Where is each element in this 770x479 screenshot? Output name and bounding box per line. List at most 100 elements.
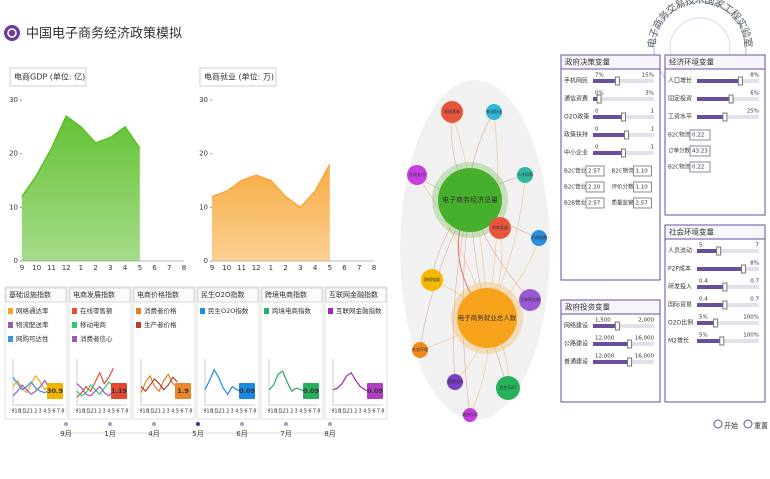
slider-track[interactable] (697, 303, 759, 307)
timeline-dot[interactable] (328, 422, 332, 426)
network-center-node[interactable] (457, 288, 517, 348)
network-node[interactable] (447, 374, 463, 390)
x-tick-label: 6 (342, 264, 347, 272)
button-label[interactable]: 开始 (724, 421, 738, 430)
input-label: 订单分数 (668, 147, 691, 155)
value-badge-label: 1.9 (177, 387, 189, 395)
slider-track[interactable] (697, 115, 759, 119)
slider-knob[interactable] (722, 112, 728, 122)
network-node[interactable] (489, 217, 511, 239)
mini-x-label: 9 (331, 409, 334, 415)
network-center-node[interactable] (438, 168, 502, 232)
button-icon[interactable] (743, 419, 753, 429)
button-icon[interactable] (713, 419, 723, 429)
slider-value: 1 (651, 145, 655, 151)
mini-x-label: 6 (180, 409, 183, 415)
input-box[interactable] (585, 165, 605, 177)
slider-knob[interactable] (716, 246, 722, 256)
value-badge (367, 383, 383, 399)
input-label: B2C物流 (612, 167, 635, 175)
x-tick-label: 2 (93, 264, 97, 272)
input-box[interactable] (689, 161, 711, 173)
timeline-dot[interactable] (64, 422, 68, 426)
slider-value: 12,000 (595, 354, 615, 360)
input-box[interactable] (633, 165, 652, 177)
network-node[interactable] (496, 376, 520, 400)
timeline-label[interactable]: 8月 (324, 430, 335, 438)
slider-knob[interactable] (728, 94, 734, 104)
mini-x-label: 3 (359, 409, 362, 415)
slider-track[interactable] (697, 321, 759, 325)
input-box[interactable] (585, 197, 605, 209)
x-tick-label: 10 (32, 264, 41, 272)
legend-label: 跨境电商指数 (272, 306, 312, 315)
input-box[interactable] (633, 197, 652, 209)
slider-knob[interactable] (621, 112, 626, 122)
timeline-dot[interactable] (108, 422, 112, 426)
network-node[interactable] (407, 165, 427, 185)
slider-track[interactable] (593, 79, 654, 83)
slider-knob[interactable] (722, 300, 728, 310)
network-node-label: 政府投资 (462, 411, 478, 417)
timeline-dot[interactable] (284, 422, 288, 426)
slider-knob[interactable] (719, 336, 725, 346)
mini-x-label: 6 (372, 409, 375, 415)
timeline-label[interactable]: 1月 (104, 430, 115, 438)
slider-knob[interactable] (621, 148, 626, 158)
x-tick-label: 12 (62, 264, 71, 272)
slider-track[interactable] (697, 339, 759, 343)
slider-track[interactable] (593, 97, 654, 101)
control-panel (664, 224, 766, 403)
network-node[interactable] (441, 101, 463, 123)
slider-knob[interactable] (737, 76, 743, 86)
slider-knob[interactable] (722, 282, 728, 292)
network-node[interactable] (531, 230, 547, 246)
input-box[interactable] (689, 129, 711, 141)
slider-knob[interactable] (713, 318, 719, 328)
timeline-label[interactable]: 7月 (280, 430, 291, 438)
input-box[interactable] (585, 181, 605, 193)
slider-value: 8% (750, 73, 759, 79)
x-tick-label: 11 (237, 264, 246, 272)
page-title: 中国电子商务经济政策模拟 (26, 26, 182, 42)
network-node[interactable] (412, 342, 428, 358)
legend-label: 移动电商 (80, 320, 107, 329)
timeline-label[interactable]: 9月 (60, 430, 71, 438)
slider-knob[interactable] (741, 264, 746, 274)
legend-swatch (264, 308, 269, 314)
mini-x-label: 7 (249, 409, 252, 415)
timeline-dot[interactable] (240, 422, 244, 426)
input-box[interactable] (689, 145, 711, 157)
timeline-dot[interactable] (196, 422, 200, 426)
mini-x-label: 2 (290, 409, 293, 415)
network-node[interactable] (486, 104, 502, 120)
input-value: 2.57 (588, 201, 601, 207)
input-box[interactable] (633, 181, 652, 193)
timeline-label[interactable]: 5月 (192, 430, 203, 438)
network-node[interactable] (463, 408, 477, 422)
slider-knob[interactable] (614, 321, 620, 331)
network-node[interactable] (421, 269, 443, 291)
mini-x-label: 12 (279, 409, 285, 415)
mini-x-label: 8 (381, 409, 384, 415)
slider-knob[interactable] (596, 94, 602, 104)
area-line (21, 114, 141, 198)
button-label[interactable]: 重置 (754, 422, 768, 430)
index-panel-title-box (69, 287, 131, 303)
x-tick-label: 8 (372, 264, 376, 272)
slider-track[interactable] (697, 249, 759, 253)
slider-track[interactable] (593, 324, 654, 328)
timeline-label[interactable]: 6月 (236, 430, 247, 438)
slider-knob[interactable] (614, 76, 620, 86)
timeline-label[interactable]: 4月 (148, 430, 159, 438)
slider-knob[interactable] (627, 357, 633, 367)
network-node[interactable] (517, 167, 533, 183)
slider-knob[interactable] (624, 130, 630, 140)
index-panel-title-box (325, 287, 387, 303)
y-tick-label: 20 (9, 150, 18, 158)
slider-value: 0.7 (750, 297, 759, 303)
network-node[interactable] (519, 289, 541, 311)
timeline-dot[interactable] (152, 422, 156, 426)
slider-knob[interactable] (627, 339, 633, 349)
slider-track[interactable] (697, 285, 759, 289)
